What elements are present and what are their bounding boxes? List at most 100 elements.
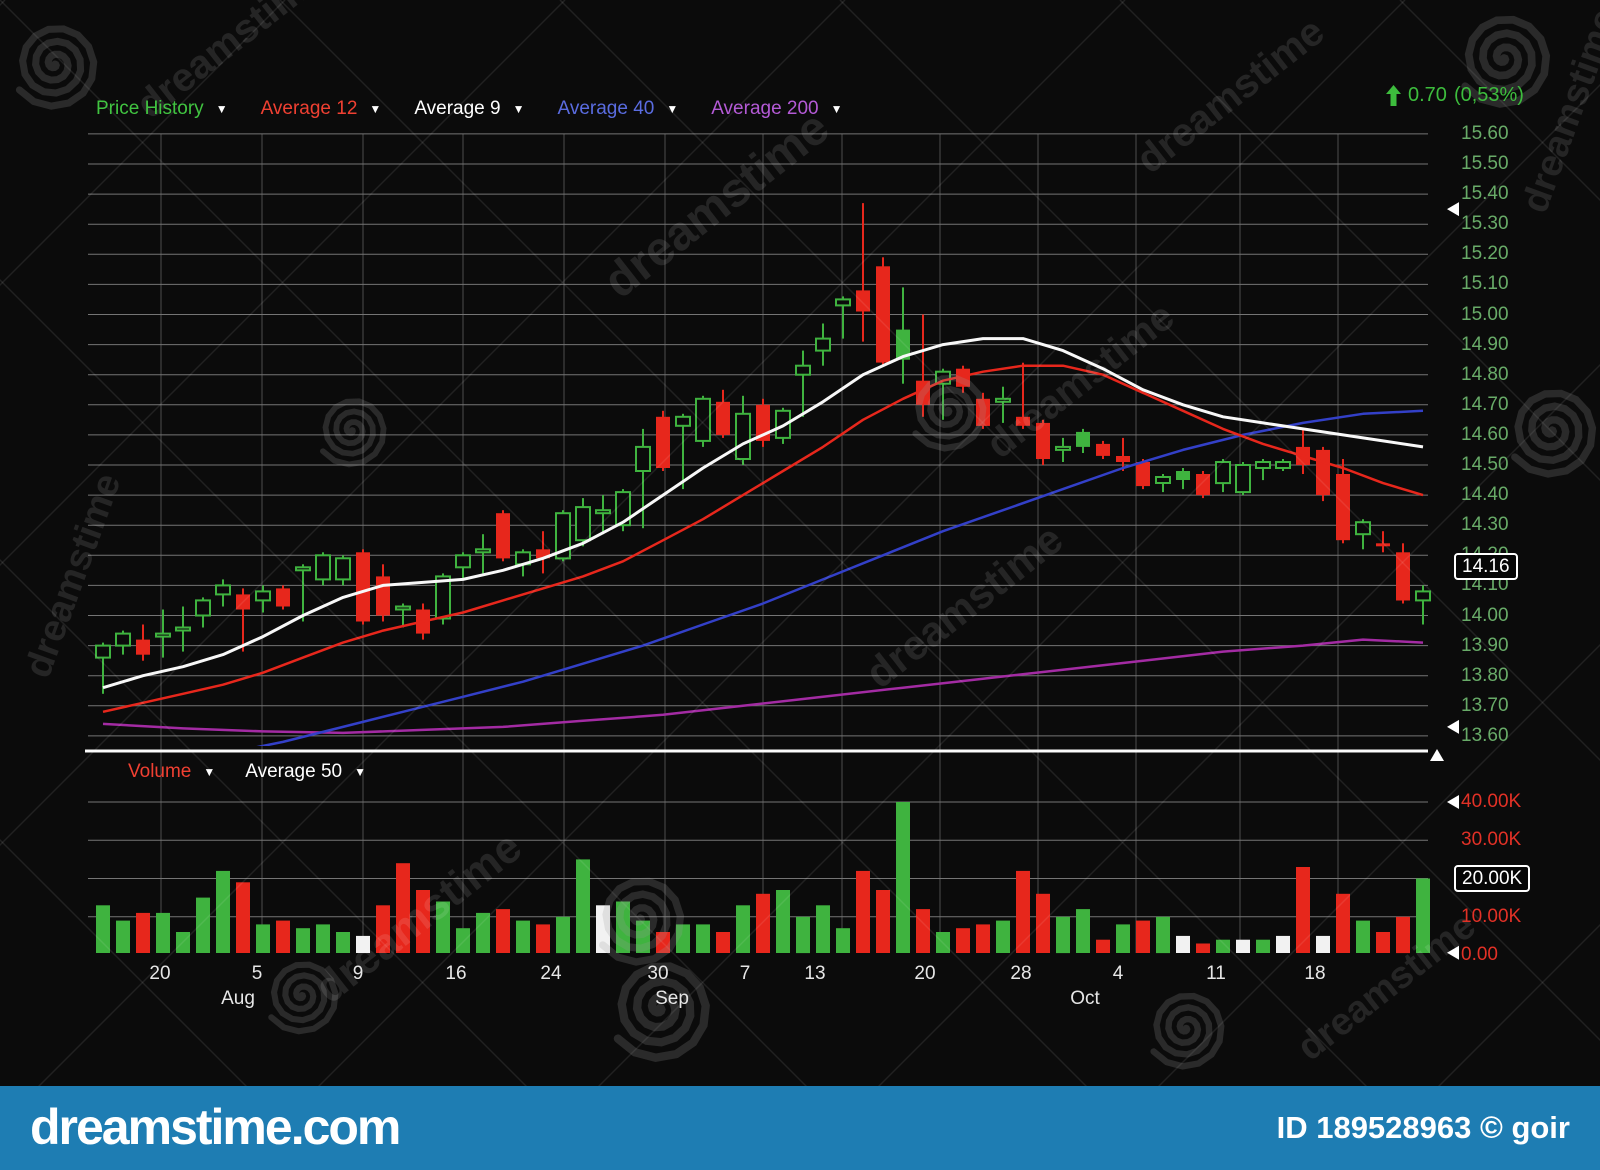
- current-volume-badge: 20.00K: [1454, 865, 1531, 892]
- dropdown-caret-icon[interactable]: ▼: [215, 102, 228, 116]
- candle-body: [1196, 474, 1210, 496]
- dropdown-caret-icon[interactable]: ▼: [512, 102, 525, 116]
- legend-label[interactable]: Average 40: [557, 98, 655, 119]
- legend-label[interactable]: Average 50: [245, 761, 343, 782]
- volume-bar: [1176, 935, 1190, 953]
- volume-bar: [1096, 939, 1110, 953]
- watermark-text: dreamstime: [1128, 9, 1332, 182]
- candle-body: [1376, 543, 1390, 547]
- watermark-line: [0, 1118, 6, 1125]
- legend-item-volume[interactable]: Volume ▼: [128, 761, 215, 783]
- watermark-spiral-icon: [1150, 992, 1225, 1070]
- candle-body: [435, 575, 451, 620]
- candle-body: [795, 364, 811, 376]
- legend-item-average-50[interactable]: Average 50 ▼: [245, 761, 366, 783]
- candle-body: [335, 557, 351, 581]
- volume-bar: [1116, 924, 1130, 953]
- legend-label[interactable]: Average 9: [414, 98, 501, 119]
- price-tick-label: 15.10: [1461, 273, 1509, 294]
- candle-body: [835, 298, 851, 307]
- candle-body: [856, 290, 870, 312]
- candle-body: [896, 329, 910, 360]
- candle-body: [635, 445, 651, 472]
- volume-bar: [356, 935, 370, 953]
- candle-body: [1415, 590, 1431, 602]
- legend-item-average-9[interactable]: Average 9 ▼: [414, 98, 524, 120]
- candle-body: [1155, 476, 1171, 484]
- watermark-spiral-icon: [1511, 389, 1597, 478]
- candle-body: [136, 639, 150, 655]
- legend-item-average-200[interactable]: Average 200 ▼: [711, 98, 842, 120]
- volume-bar: [696, 924, 710, 953]
- image-credit: ID 189528963 © goir: [1276, 1110, 1570, 1145]
- candle-body: [1336, 474, 1350, 541]
- gridlines: [88, 133, 1428, 953]
- volume-bar: [1416, 878, 1430, 953]
- date-tick-label: 5: [251, 963, 263, 984]
- candle-body: [555, 512, 571, 560]
- price-tick-label: 14.40: [1461, 484, 1509, 505]
- dropdown-caret-icon[interactable]: ▼: [369, 102, 382, 116]
- volume-bar: [256, 924, 270, 953]
- candle-body: [1076, 431, 1090, 447]
- date-tick-label: 16: [445, 963, 467, 984]
- watermark-line: [1119, 0, 1600, 482]
- candle-body: [1055, 445, 1071, 451]
- price-tick-label: 13.80: [1461, 665, 1509, 686]
- date-tick-label: 11: [1206, 963, 1226, 984]
- legend-label[interactable]: Volume: [128, 761, 192, 782]
- dropdown-caret-icon[interactable]: ▼: [666, 102, 679, 116]
- candle-body: [695, 397, 711, 442]
- candle-body: [995, 397, 1011, 403]
- price-tick-label: 13.90: [1461, 635, 1509, 656]
- legend-label[interactable]: Average 200: [711, 98, 819, 119]
- volume-bar: [116, 920, 130, 953]
- volume-legend: Volume ▼ Average 50 ▼: [128, 761, 366, 783]
- price-tick-label: 15.50: [1461, 153, 1509, 174]
- legend-item-price-history[interactable]: Price History ▼: [96, 98, 228, 120]
- legend-label[interactable]: Average 12: [260, 98, 358, 119]
- dropdown-caret-icon[interactable]: ▼: [203, 765, 216, 779]
- candle-body: [1396, 552, 1410, 601]
- candle-body: [455, 554, 471, 569]
- candle-body: [1116, 456, 1130, 462]
- candle-body: [675, 415, 691, 427]
- volume-bar: [936, 932, 950, 953]
- candle-body: [175, 626, 191, 632]
- left-arrow-icon: [1447, 795, 1459, 809]
- volume-bar: [436, 901, 450, 953]
- legend-label[interactable]: Price History: [96, 98, 204, 119]
- volume-bar: [1276, 935, 1290, 953]
- candle-body: [95, 644, 111, 659]
- date-tick-label: 20: [149, 963, 171, 984]
- candle-body: [215, 584, 231, 596]
- volume-bars: [96, 802, 1430, 954]
- dropdown-caret-icon[interactable]: ▼: [354, 765, 366, 779]
- watermark-text: dreamstime: [857, 515, 1072, 697]
- legend-item-average-12[interactable]: Average 12 ▼: [261, 98, 382, 120]
- volume-bar: [776, 890, 790, 953]
- legend-item-average-40[interactable]: Average 40 ▼: [557, 98, 678, 120]
- candle-body: [395, 605, 411, 611]
- volume-bar: [816, 905, 830, 953]
- price-tick-label: 15.60: [1461, 123, 1509, 144]
- candle-body: [876, 266, 890, 363]
- volume-bar: [1296, 867, 1310, 953]
- dropdown-caret-icon[interactable]: ▼: [830, 102, 843, 116]
- dreamstime-logo: dreamstime.com: [30, 1099, 401, 1155]
- left-arrow-icon: [1447, 945, 1459, 960]
- watermark-line: [0, 0, 6, 7]
- volume-bar: [576, 859, 590, 953]
- volume-bar: [956, 928, 970, 953]
- volume-bar: [176, 932, 190, 953]
- volume-bar: [1076, 909, 1090, 953]
- volume-bar: [796, 916, 810, 954]
- candle-body: [916, 380, 930, 405]
- left-arrow-icon: [1447, 202, 1459, 217]
- volume-bar: [1056, 916, 1070, 954]
- volume-bar: [896, 802, 910, 953]
- candle-body: [1235, 464, 1251, 494]
- price-tick-label: 14.80: [1461, 364, 1509, 385]
- volume-bar: [1196, 943, 1210, 953]
- watermark-text: dreamstime: [17, 468, 129, 683]
